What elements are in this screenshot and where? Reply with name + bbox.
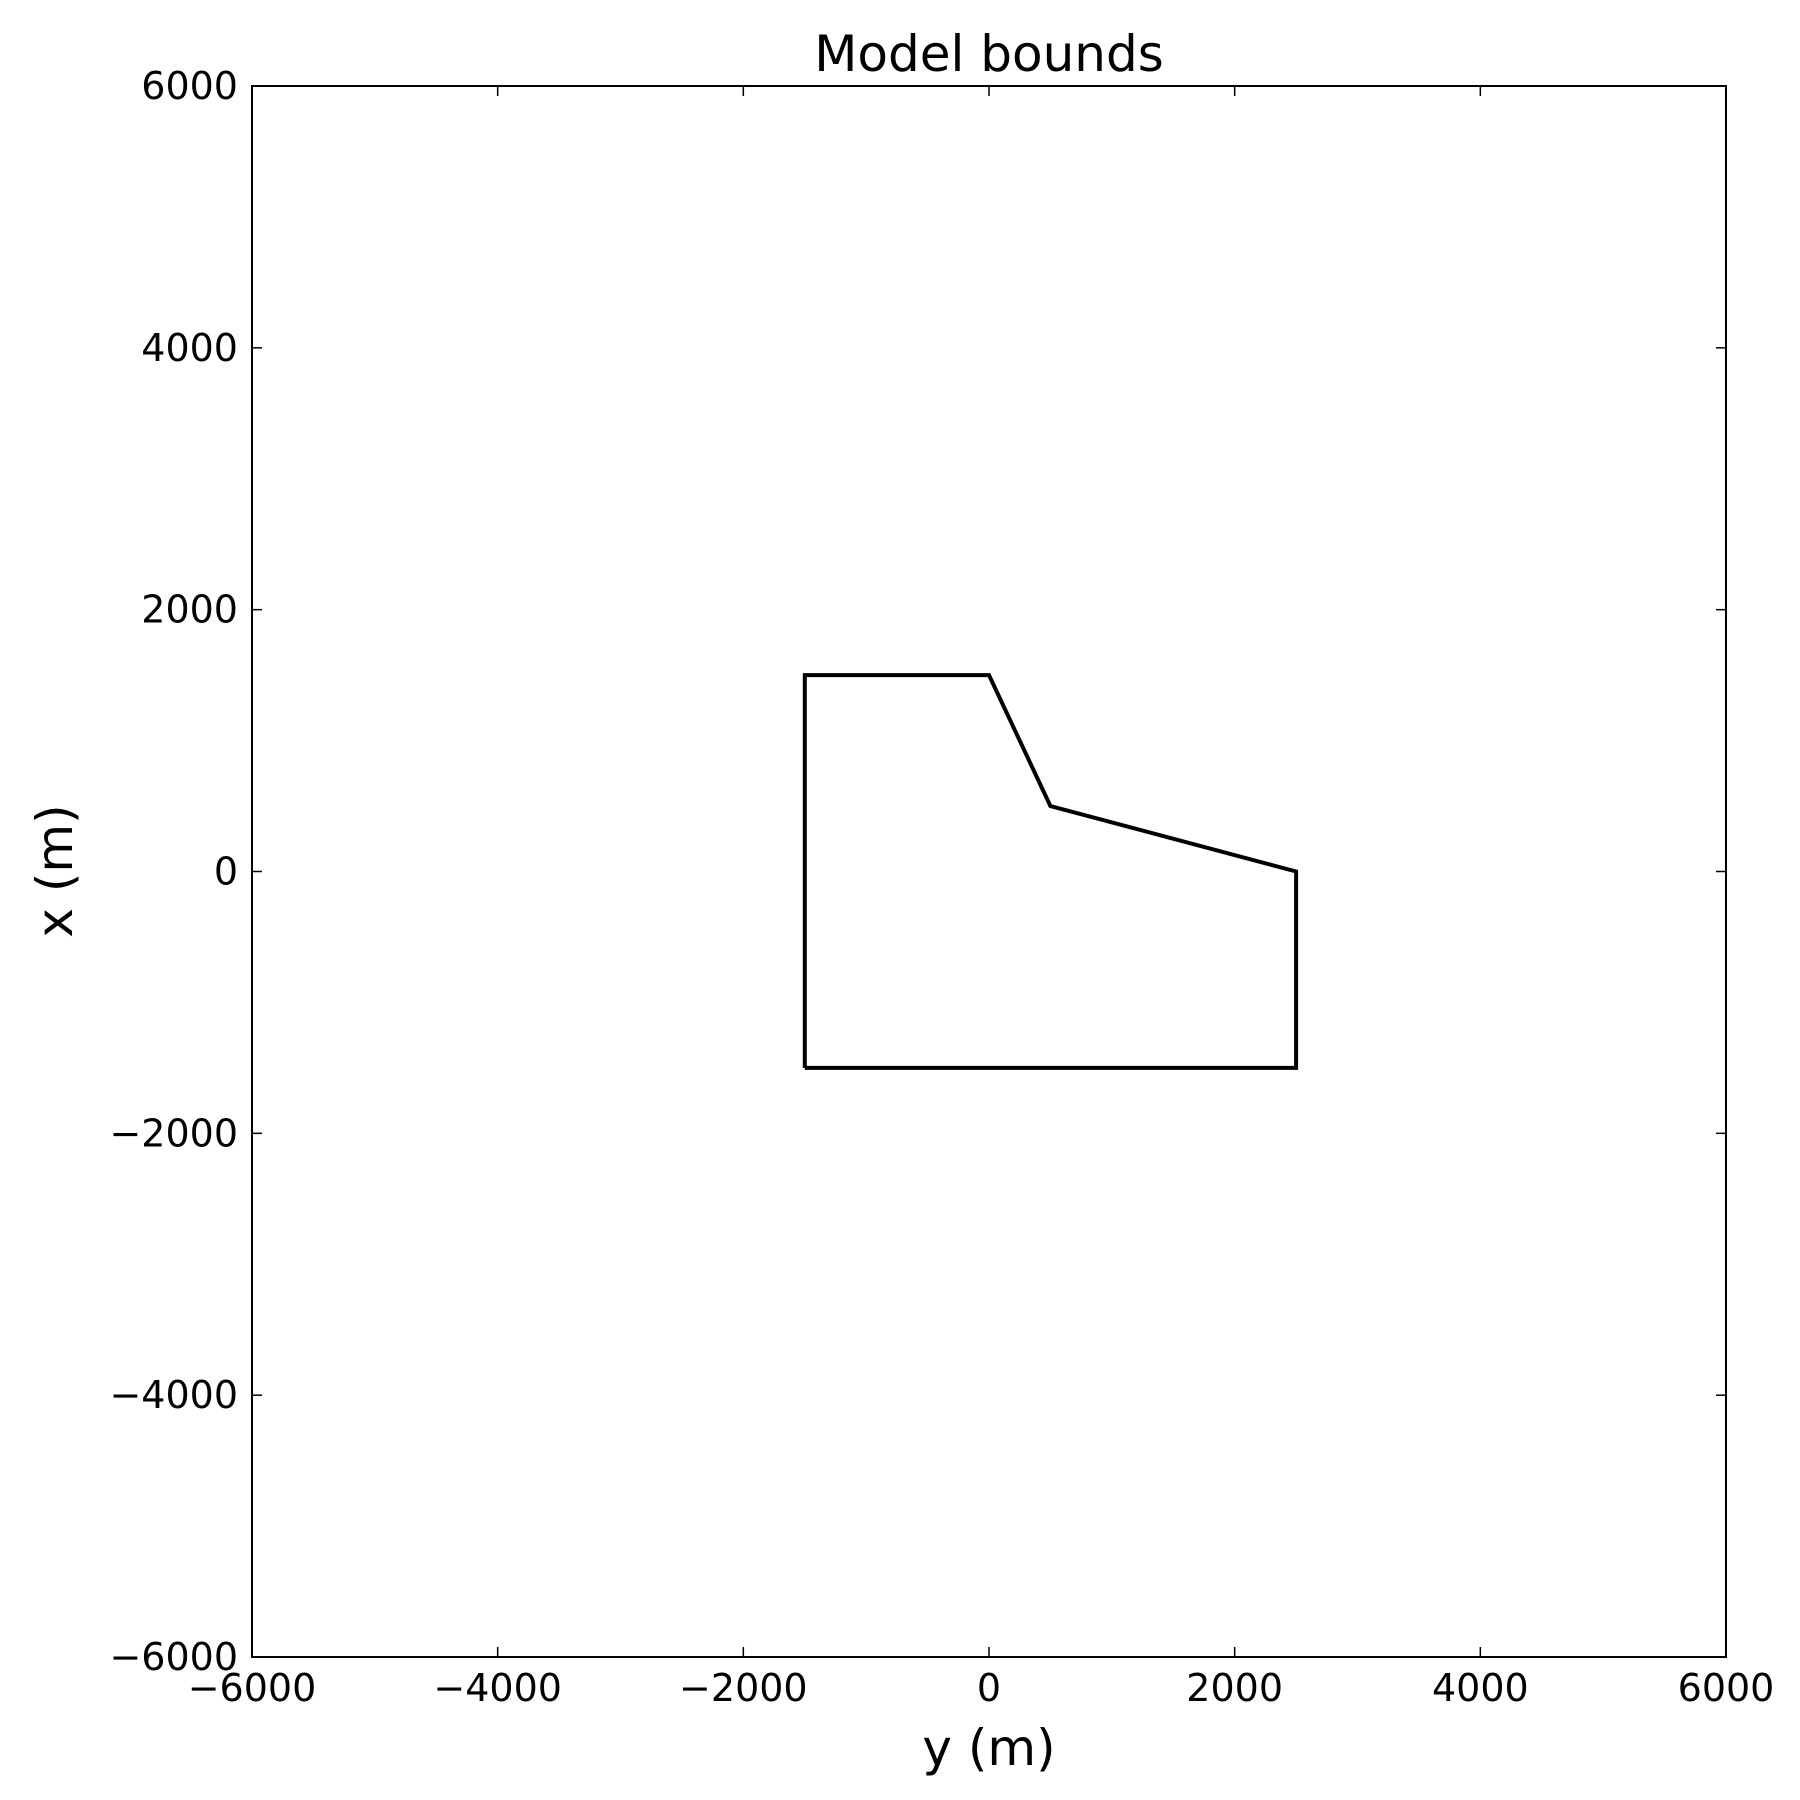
y-axis: −6000 −4000 −2000 0 2000 4000 6000 (109, 64, 1726, 1679)
y-tick-label: −6000 (109, 1635, 238, 1679)
y-tick-label: −4000 (109, 1373, 238, 1417)
x-tick-label: −2000 (679, 1666, 808, 1710)
y-tick-label: 2000 (141, 588, 238, 632)
x-axis: −6000 −4000 −2000 0 2000 4000 6000 (188, 86, 1775, 1710)
y-tick-label: 0 (214, 850, 238, 894)
series-line-0 (802, 673, 1299, 1070)
x-tick-label: 6000 (1678, 1666, 1775, 1710)
y-axis-label: x (m) (26, 804, 84, 937)
x-tick-label: −6000 (188, 1666, 317, 1710)
x-tick-label: −4000 (433, 1666, 562, 1710)
y-tick-label: 4000 (141, 326, 238, 370)
x-tick-label: 0 (977, 1666, 1001, 1710)
y-tick-label: 6000 (141, 64, 238, 108)
x-tick-label: 2000 (1186, 1666, 1283, 1710)
x-tick-label: 4000 (1432, 1666, 1529, 1710)
chart-title: Model bounds (814, 25, 1164, 83)
x-axis-label: y (m) (922, 1719, 1055, 1777)
y-tick-label: −2000 (109, 1111, 238, 1155)
plot-area (802, 673, 1299, 1070)
